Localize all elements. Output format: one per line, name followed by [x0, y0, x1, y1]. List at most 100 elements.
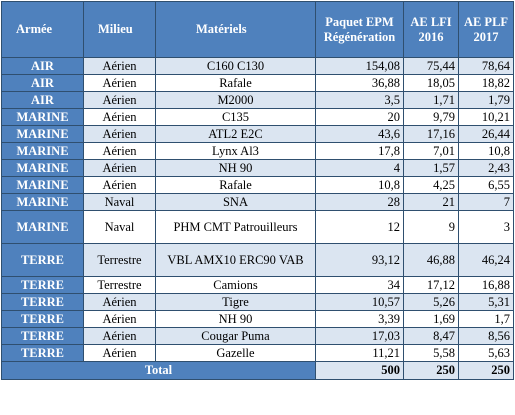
table-row: MARINE Naval PHM CMT Patrouilleurs 12 9 … — [1, 210, 514, 244]
plf-cell: 16,88 — [458, 276, 514, 294]
armee-cell: AIR — [1, 91, 84, 109]
paquet-cell: 43,6 — [315, 125, 404, 143]
armee-cell: MARINE — [1, 108, 84, 126]
materiel-cell: PHM CMT Patrouilleurs — [155, 210, 316, 244]
milieu-cell: Aérien — [83, 57, 156, 75]
armee-cell: TERRE — [1, 293, 84, 311]
materiel-cell: Lynx Al3 — [155, 142, 316, 160]
lfi-cell: 1,69 — [403, 310, 459, 328]
paquet-cell: 10,8 — [315, 176, 404, 194]
milieu-cell: Naval — [83, 193, 156, 211]
plf-cell: 78,64 — [458, 57, 514, 75]
table-row: MARINE Aérien Lynx Al3 17,8 7,01 10,8 — [1, 142, 514, 160]
plf-cell: 3 — [458, 210, 514, 244]
table-row: TERRE Terrestre Camions 34 17,12 16,88 — [1, 276, 514, 294]
armee-cell: TERRE — [1, 327, 84, 345]
plf-cell: 26,44 — [458, 125, 514, 143]
total-paquet: 500 — [315, 361, 404, 380]
plf-cell: 8,56 — [458, 327, 514, 345]
materiel-cell: Cougar Puma — [155, 327, 316, 345]
materiel-cell: NH 90 — [155, 310, 316, 328]
materiel-cell: Rafale — [155, 176, 316, 194]
lfi-cell: 17,12 — [403, 276, 459, 294]
milieu-cell: Aérien — [83, 91, 156, 109]
lfi-cell: 75,44 — [403, 57, 459, 75]
materiel-cell: ATL2 E2C — [155, 125, 316, 143]
paquet-cell: 154,08 — [315, 57, 404, 75]
table-body: AIR Aérien C160 C130 154,08 75,44 78,64 … — [1, 57, 514, 380]
table-row: MARINE Aérien ATL2 E2C 43,6 17,16 26,44 — [1, 125, 514, 143]
armee-cell: MARINE — [1, 125, 84, 143]
table-row: MARINE Naval SNA 28 21 7 — [1, 193, 514, 211]
armee-cell: MARINE — [1, 142, 84, 160]
lfi-cell: 5,26 — [403, 293, 459, 311]
plf-cell: 5,31 — [458, 293, 514, 311]
header-ae-lfi-2016: AE LFI 2016 — [403, 1, 459, 58]
materiel-cell: SNA — [155, 193, 316, 211]
armee-cell: TERRE — [1, 243, 84, 277]
paquet-cell: 3,39 — [315, 310, 404, 328]
materiel-cell: M2000 — [155, 91, 316, 109]
armee-cell: MARINE — [1, 193, 84, 211]
milieu-cell: Aérien — [83, 108, 156, 126]
table-row: TERRE Aérien NH 90 3,39 1,69 1,7 — [1, 310, 514, 328]
table-row: MARINE Aérien C135 20 9,79 10,21 — [1, 108, 514, 126]
plf-cell: 10,8 — [458, 142, 514, 160]
paquet-cell: 20 — [315, 108, 404, 126]
milieu-cell: Terrestre — [83, 276, 156, 294]
armee-cell: TERRE — [1, 276, 84, 294]
milieu-cell: Aérien — [83, 74, 156, 92]
plf-cell: 5,63 — [458, 344, 514, 362]
armee-cell: AIR — [1, 74, 84, 92]
table-row: MARINE Aérien Rafale 10,8 4,25 6,55 — [1, 176, 514, 194]
paquet-cell: 4 — [315, 159, 404, 177]
materiel-cell: C160 C130 — [155, 57, 316, 75]
paquet-cell: 28 — [315, 193, 404, 211]
plf-cell: 18,82 — [458, 74, 514, 92]
materiel-cell: Camions — [155, 276, 316, 294]
plf-cell: 1,79 — [458, 91, 514, 109]
lfi-cell: 1,57 — [403, 159, 459, 177]
table-row: AIR Aérien M2000 3,5 1,71 1,79 — [1, 91, 514, 109]
table-row: AIR Aérien C160 C130 154,08 75,44 78,64 — [1, 57, 514, 75]
armee-cell: TERRE — [1, 344, 84, 362]
plf-cell: 2,43 — [458, 159, 514, 177]
milieu-cell: Terrestre — [83, 243, 156, 277]
lfi-cell: 21 — [403, 193, 459, 211]
armee-cell: MARINE — [1, 210, 84, 244]
armee-cell: MARINE — [1, 159, 84, 177]
lfi-cell: 18,05 — [403, 74, 459, 92]
materiel-cell: Gazelle — [155, 344, 316, 362]
total-plf: 250 — [458, 361, 514, 380]
materiel-cell: Tigre — [155, 293, 316, 311]
paquet-cell: 10,57 — [315, 293, 404, 311]
materiel-cell: Rafale — [155, 74, 316, 92]
table-row: AIR Aérien Rafale 36,88 18,05 18,82 — [1, 74, 514, 92]
header-armee: Armée — [1, 1, 84, 58]
plf-cell: 10,21 — [458, 108, 514, 126]
paquet-cell: 17,03 — [315, 327, 404, 345]
plf-cell: 46,24 — [458, 243, 514, 277]
plf-cell: 1,7 — [458, 310, 514, 328]
materiel-cell: NH 90 — [155, 159, 316, 177]
budget-table: Armée Milieu Matériels Paquet EPM Régéné… — [1, 1, 514, 380]
milieu-cell: Aérien — [83, 159, 156, 177]
table-row: MARINE Aérien NH 90 4 1,57 2,43 — [1, 159, 514, 177]
lfi-cell: 5,58 — [403, 344, 459, 362]
header-materiels: Matériels — [155, 1, 316, 58]
plf-cell: 6,55 — [458, 176, 514, 194]
paquet-cell: 36,88 — [315, 74, 404, 92]
lfi-cell: 8,47 — [403, 327, 459, 345]
table-row: TERRE Aérien Tigre 10,57 5,26 5,31 — [1, 293, 514, 311]
paquet-cell: 17,8 — [315, 142, 404, 160]
paquet-cell: 11,21 — [315, 344, 404, 362]
armee-cell: AIR — [1, 57, 84, 75]
lfi-cell: 17,16 — [403, 125, 459, 143]
lfi-cell: 1,71 — [403, 91, 459, 109]
header-milieu: Milieu — [83, 1, 156, 58]
header-ae-plf-2017: AE PLF 2017 — [458, 1, 514, 58]
materiel-cell: VBL AMX10 ERC90 VAB — [155, 243, 316, 277]
milieu-cell: Aérien — [83, 344, 156, 362]
plf-cell: 7 — [458, 193, 514, 211]
table-row: TERRE Aérien Gazelle 11,21 5,58 5,63 — [1, 344, 514, 362]
